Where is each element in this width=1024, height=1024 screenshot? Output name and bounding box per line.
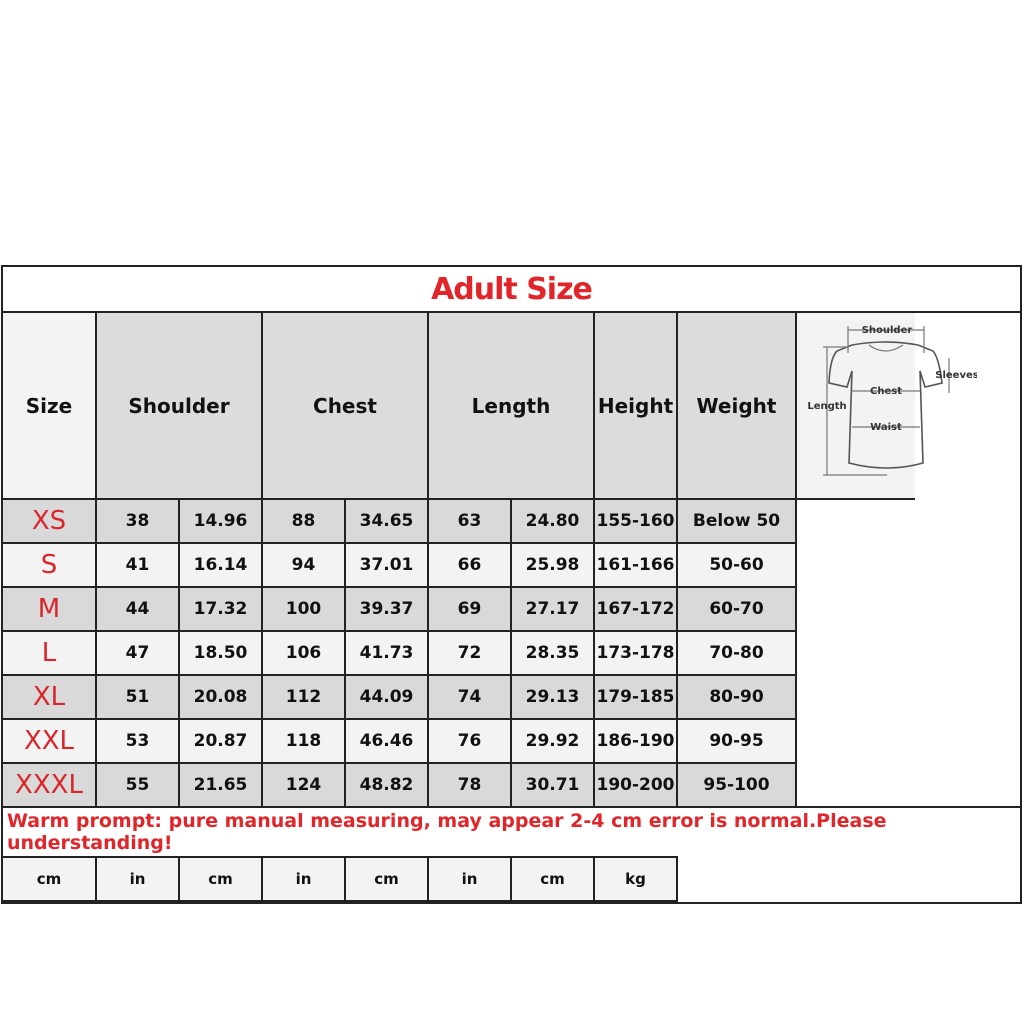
measurement-cell: 24.80: [510, 498, 595, 544]
measurement-cell: 29.13: [510, 674, 595, 720]
measurement-cell: 76: [427, 718, 512, 764]
chart-title: Adult Size: [3, 267, 1020, 313]
size-label: XXXL: [3, 762, 97, 808]
measurement-cell: 72: [427, 630, 512, 676]
measurement-cell: 167-172: [593, 586, 678, 632]
tshirt-diagram: Shoulder Length Sleeves Chest Waist: [795, 311, 979, 500]
measurement-cell: 44: [95, 586, 180, 632]
measurement-cell: 41: [95, 542, 180, 588]
measurement-cell: 14.96: [178, 498, 263, 544]
measurement-cell: 60-70: [676, 586, 797, 632]
measurement-cell: 20.08: [178, 674, 263, 720]
table-row: M 44 17.32 100 39.37 69 27.17 167-172 60-70: [3, 586, 1020, 632]
size-label: M: [3, 586, 97, 632]
measurement-cell: 47: [95, 630, 180, 676]
diagram-waist-label: Waist: [870, 422, 902, 433]
measurement-cell: 28.35: [510, 630, 595, 676]
measurement-cell: Below 50: [676, 498, 797, 544]
measurement-cell: 88: [261, 498, 346, 544]
unit-header: kg: [593, 856, 678, 902]
measurement-cell: 51: [95, 674, 180, 720]
measurement-cell: 155-160: [593, 498, 678, 544]
diagram-chest-label: Chest: [870, 386, 902, 397]
measurement-cell: 80-90: [676, 674, 797, 720]
measurement-cell: 106: [261, 630, 346, 676]
table-row: XS 38 14.96 88 34.65 63 24.80 155-160 Below 50: [3, 498, 1020, 544]
measurement-cell: 21.65: [178, 762, 263, 808]
measurement-cell: 39.37: [344, 586, 429, 632]
measurement-cell: 55: [95, 762, 180, 808]
size-header: Size: [3, 311, 97, 500]
measurement-cell: 17.32: [178, 586, 263, 632]
measurement-cell: 94: [261, 542, 346, 588]
measurement-cell: 90-95: [676, 718, 797, 764]
table-row: S 41 16.14 94 37.01 66 25.98 161-166 50-60: [3, 542, 1020, 588]
measurement-cell: 46.46: [344, 718, 429, 764]
measurement-cell: 30.71: [510, 762, 595, 808]
measurement-cell: 41.73: [344, 630, 429, 676]
measurement-cell: 16.14: [178, 542, 263, 588]
measurement-cell: 173-178: [593, 630, 678, 676]
diagram-length-label: Length: [807, 401, 846, 412]
measurement-cell: 78: [427, 762, 512, 808]
warm-prompt-note: Warm prompt: pure manual measuring, may …: [3, 806, 1020, 857]
shoulder-header: Shoulder: [95, 311, 263, 500]
diagram-sleeves-label: Sleeves: [935, 370, 977, 381]
size-label: L: [3, 630, 97, 676]
unit-header: cm: [344, 856, 429, 902]
diagram-shoulder-label: Shoulder: [862, 325, 913, 336]
measurement-cell: 63: [427, 498, 512, 544]
measurement-cell: 124: [261, 762, 346, 808]
weight-header: Weight: [676, 311, 797, 500]
measurement-cell: 18.50: [178, 630, 263, 676]
measurement-cell: 100: [261, 586, 346, 632]
length-header: Length: [427, 311, 595, 500]
size-chart: Adult Size Size Shoulder Chest Length He…: [1, 265, 1022, 904]
unit-header: in: [427, 856, 512, 902]
size-label: S: [3, 542, 97, 588]
measurement-cell: 53: [95, 718, 180, 764]
measurement-cell: 118: [261, 718, 346, 764]
chest-header: Chest: [261, 311, 429, 500]
measurement-cell: 179-185: [593, 674, 678, 720]
measurement-cell: 34.65: [344, 498, 429, 544]
table-row: XXXL 55 21.65 124 48.82 78 30.71 190-200 95-100: [3, 762, 1020, 808]
unit-header: cm: [3, 856, 97, 902]
table-row: XXL 53 20.87 118 46.46 76 29.92 186-190 90-95: [3, 718, 1020, 764]
table-row: XL 51 20.08 112 44.09 74 29.13 179-185 80-90: [3, 674, 1020, 720]
measurement-cell: 50-60: [676, 542, 797, 588]
measurement-cell: 38: [95, 498, 180, 544]
height-header: Height: [593, 311, 678, 500]
measurement-cell: 37.01: [344, 542, 429, 588]
unit-header: in: [261, 856, 346, 902]
size-label: XL: [3, 674, 97, 720]
measurement-cell: 69: [427, 586, 512, 632]
measurement-cell: 112: [261, 674, 346, 720]
unit-header: in: [95, 856, 180, 902]
measurement-cell: 186-190: [593, 718, 678, 764]
measurement-cell: 161-166: [593, 542, 678, 588]
measurement-cell: 20.87: [178, 718, 263, 764]
measurement-cell: 95-100: [676, 762, 797, 808]
measurement-cell: 190-200: [593, 762, 678, 808]
measurement-cell: 29.92: [510, 718, 595, 764]
size-label: XS: [3, 498, 97, 544]
size-label: XXL: [3, 718, 97, 764]
measurement-cell: 70-80: [676, 630, 797, 676]
measurement-cell: 66: [427, 542, 512, 588]
table-row: L 47 18.50 106 41.73 72 28.35 173-178 70-80: [3, 630, 1020, 676]
measurement-cell: 44.09: [344, 674, 429, 720]
tshirt-measurement-illustration: Shoulder Length Sleeves Chest Waist: [807, 325, 979, 476]
measurement-cell: 74: [427, 674, 512, 720]
unit-header: cm: [178, 856, 263, 902]
measurement-cell: 25.98: [510, 542, 595, 588]
measurement-cell: 48.82: [344, 762, 429, 808]
measurement-cell: 27.17: [510, 586, 595, 632]
unit-header: cm: [510, 856, 595, 902]
